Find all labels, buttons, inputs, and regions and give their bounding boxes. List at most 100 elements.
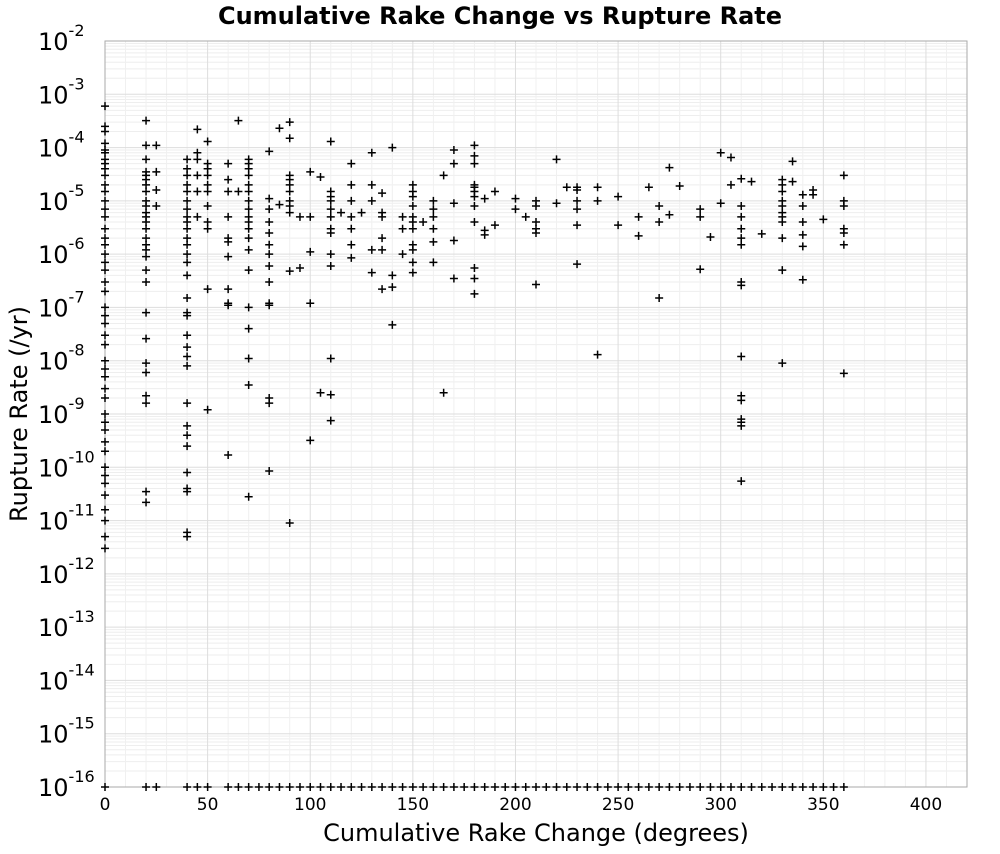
data-point	[224, 237, 233, 246]
data-point	[306, 783, 315, 791]
data-point	[203, 783, 212, 791]
data-point	[439, 171, 448, 180]
data-point	[388, 271, 397, 280]
data-point	[665, 210, 674, 219]
x-tick-label: 350	[807, 795, 839, 815]
data-point	[655, 294, 664, 303]
data-point	[101, 437, 109, 446]
data-point	[532, 228, 540, 237]
data-point	[644, 183, 653, 192]
data-point	[224, 783, 233, 791]
data-point	[706, 783, 715, 791]
data-point	[419, 218, 428, 227]
data-point	[542, 783, 551, 791]
data-point	[285, 134, 294, 143]
data-point	[142, 391, 151, 400]
data-point	[142, 498, 151, 507]
data-point	[490, 187, 499, 196]
data-point	[696, 265, 705, 274]
data-point	[224, 175, 233, 184]
y-tick-base: 10	[38, 561, 69, 589]
data-point	[634, 231, 643, 240]
data-point	[737, 224, 746, 233]
data-point	[183, 224, 192, 233]
data-point	[244, 783, 253, 791]
data-point	[737, 202, 746, 211]
data-point	[142, 399, 151, 408]
data-point	[470, 218, 479, 227]
data-point	[244, 205, 253, 214]
data-point	[244, 171, 253, 180]
data-point	[367, 148, 376, 157]
data-point	[101, 196, 109, 205]
data-point	[193, 212, 202, 221]
y-tick-base: 10	[38, 135, 69, 163]
data-point	[388, 783, 397, 791]
data-point	[234, 116, 243, 125]
data-point	[326, 228, 335, 237]
data-point	[326, 390, 335, 399]
y-tick-exponent: -10	[69, 447, 95, 466]
data-point	[521, 212, 530, 221]
data-point	[101, 418, 109, 427]
data-point	[183, 250, 192, 259]
data-point	[275, 124, 284, 133]
data-point	[378, 245, 387, 254]
data-point	[265, 783, 274, 791]
data-point	[696, 205, 705, 214]
data-point	[142, 368, 151, 377]
data-point	[429, 196, 438, 205]
data-point	[839, 783, 848, 791]
data-point	[183, 205, 192, 214]
data-point	[183, 361, 192, 370]
data-point	[101, 447, 109, 456]
data-point	[562, 783, 571, 791]
data-point	[101, 372, 109, 381]
data-point	[285, 118, 294, 127]
data-point	[378, 783, 387, 791]
data-point	[562, 183, 571, 192]
data-point	[470, 202, 479, 211]
y-tick-label: 10-4	[38, 128, 85, 163]
data-point	[265, 228, 274, 237]
x-tick-label: 0	[100, 795, 111, 815]
y-axis-ticks: 10-210-310-410-510-610-710-810-910-1010-…	[38, 21, 95, 802]
data-point	[183, 258, 192, 267]
data-point	[532, 280, 540, 289]
data-point	[306, 299, 315, 308]
data-point	[101, 127, 109, 136]
chart-title: Cumulative Rake Change vs Rupture Rate	[218, 2, 782, 30]
data-point	[470, 274, 479, 283]
data-point	[101, 266, 109, 275]
data-point	[285, 187, 294, 196]
y-tick-base: 10	[38, 188, 69, 216]
y-tick-label: 10-16	[38, 767, 95, 802]
y-tick-exponent: -16	[69, 767, 95, 786]
data-point	[101, 303, 109, 312]
data-point	[778, 783, 787, 791]
data-point	[101, 171, 109, 180]
y-tick-base: 10	[38, 774, 69, 802]
data-point	[347, 180, 356, 189]
data-point	[809, 783, 818, 791]
data-point	[234, 783, 243, 791]
data-point	[408, 245, 417, 254]
data-point	[419, 783, 428, 791]
x-tick-label: 100	[294, 795, 326, 815]
data-point	[757, 783, 766, 791]
data-points	[101, 102, 848, 791]
data-point	[408, 192, 417, 201]
data-point	[101, 384, 109, 393]
y-tick-base: 10	[38, 454, 69, 482]
data-point	[244, 324, 253, 333]
data-point	[398, 224, 407, 233]
x-axis-label: Cumulative Rake Change (degrees)	[323, 819, 749, 847]
data-point	[593, 350, 602, 359]
data-point	[285, 267, 294, 276]
data-point	[142, 266, 151, 275]
data-point	[737, 212, 746, 221]
data-point	[101, 426, 109, 435]
data-point	[665, 163, 674, 172]
data-point	[101, 311, 109, 320]
data-point	[429, 783, 438, 791]
